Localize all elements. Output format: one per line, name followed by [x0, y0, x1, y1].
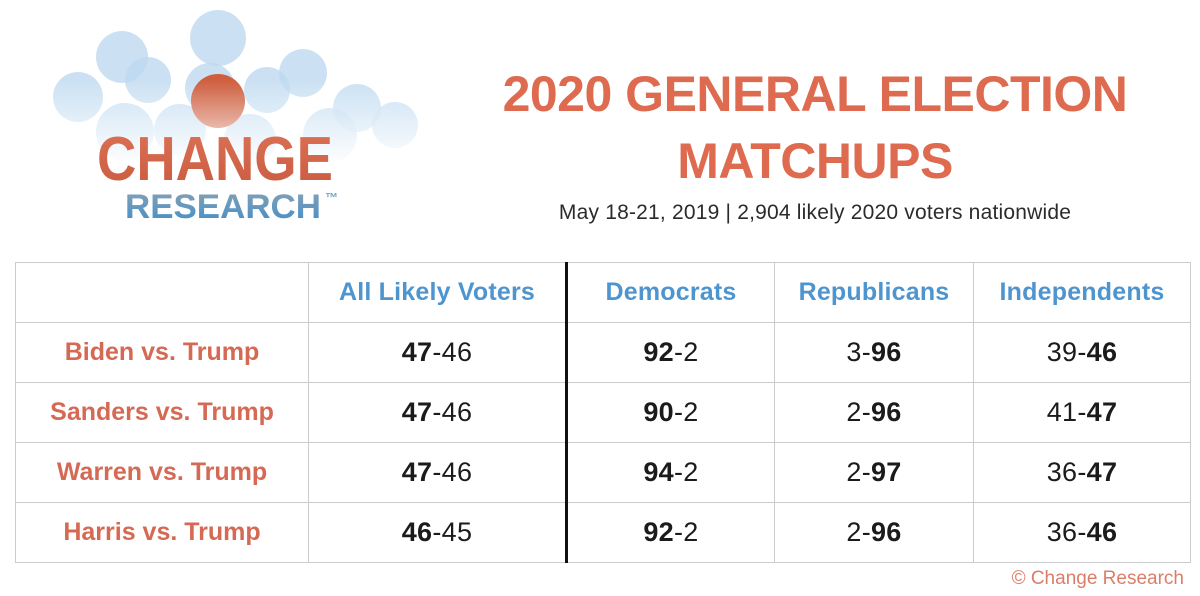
matchup-label: Harris vs. Trump	[15, 502, 309, 563]
candidate-score: 47	[401, 397, 433, 427]
poll-result-cell: 47-46	[308, 322, 567, 383]
trump-score: 46	[441, 457, 473, 487]
trump-score: 2	[683, 397, 699, 427]
candidate-score: 47	[401, 457, 433, 487]
matchup-label: Biden vs. Trump	[15, 322, 309, 383]
candidate-score: 2	[846, 457, 862, 487]
page-title: 2020 GENERAL ELECTION MATCHUPS	[445, 61, 1185, 195]
column-header-all-likely-voters: All Likely Voters	[308, 262, 567, 323]
trump-score: 46	[441, 397, 473, 427]
matchups-table: All Likely Voters Democrats Republicans …	[15, 262, 1191, 563]
logo-wordmark-change: CHANGE	[97, 125, 333, 194]
logo-fade-overlay	[40, 80, 435, 235]
corner-cell	[15, 262, 309, 323]
copyright: © Change Research	[1011, 568, 1184, 589]
poll-result-cell: 2-96	[774, 502, 974, 563]
poll-result-cell: 36-46	[973, 502, 1191, 563]
poll-result-cell: 90-2	[565, 382, 775, 443]
candidate-score: 36	[1046, 457, 1078, 487]
trump-score: 46	[1086, 337, 1118, 367]
trump-score: 2	[683, 337, 699, 367]
column-header-independents: Independents	[973, 262, 1191, 323]
table-row: Warren vs. Trump 47-46 94-2 2-97 36-47	[15, 442, 1191, 503]
candidate-score: 2	[846, 517, 862, 547]
trump-score: 2	[683, 457, 699, 487]
candidate-score: 92	[643, 337, 674, 367]
change-research-logo: CHANGE RESEARCH ™	[40, 0, 435, 235]
poll-result-cell: 2-96	[774, 382, 974, 443]
trademark-symbol: ™	[325, 190, 338, 205]
column-header-republicans: Republicans	[774, 262, 974, 323]
candidate-score: 3	[846, 337, 862, 367]
candidate-score: 47	[401, 337, 433, 367]
trump-score: 46	[441, 337, 473, 367]
candidate-score: 94	[643, 457, 674, 487]
table-row: Harris vs. Trump 46-45 92-2 2-96 36-46	[15, 502, 1191, 563]
candidate-score: 41	[1046, 397, 1078, 427]
header: 2020 GENERAL ELECTION MATCHUPS May 18-21,…	[445, 61, 1185, 226]
logo-wordmark-research: RESEARCH	[125, 188, 321, 226]
trump-score: 47	[1086, 457, 1118, 487]
poll-result-cell: 92-2	[565, 322, 775, 383]
poll-result-cell: 47-46	[308, 442, 567, 503]
matchup-label: Warren vs. Trump	[15, 442, 309, 503]
poll-result-cell: 39-46	[973, 322, 1191, 383]
trump-score: 96	[870, 337, 902, 367]
trump-score: 47	[1086, 397, 1118, 427]
candidate-score: 92	[643, 517, 674, 547]
poll-result-cell: 36-47	[973, 442, 1191, 503]
table-row: Sanders vs. Trump 47-46 90-2 2-96 41-47	[15, 382, 1191, 443]
poll-result-cell: 92-2	[565, 502, 775, 563]
trump-score: 96	[870, 517, 902, 547]
trump-score: 2	[683, 517, 699, 547]
trump-score: 46	[1086, 517, 1118, 547]
candidate-score: 90	[643, 397, 674, 427]
poll-result-cell: 41-47	[973, 382, 1191, 443]
trump-score: 97	[870, 457, 902, 487]
poll-result-cell: 47-46	[308, 382, 567, 443]
candidate-score: 36	[1046, 517, 1078, 547]
title-line-1: 2020 GENERAL ELECTION	[502, 66, 1128, 122]
candidate-score: 46	[401, 517, 433, 547]
candidate-score: 2	[846, 397, 862, 427]
subtitle: May 18-21, 2019 | 2,904 likely 2020 vote…	[558, 201, 1072, 224]
matchup-label: Sanders vs. Trump	[15, 382, 309, 443]
trump-score: 45	[441, 517, 473, 547]
poll-result-cell: 2-97	[774, 442, 974, 503]
title-line-2: MATCHUPS	[677, 133, 953, 189]
logo-graphic: CHANGE RESEARCH ™	[40, 10, 435, 235]
poll-result-cell: 46-45	[308, 502, 567, 563]
table-row: Biden vs. Trump 47-46 92-2 3-96 39-46	[15, 322, 1191, 383]
column-header-democrats: Democrats	[565, 262, 775, 323]
poll-result-cell: 94-2	[565, 442, 775, 503]
candidate-score: 39	[1046, 337, 1078, 367]
table-header-row: All Likely Voters Democrats Republicans …	[15, 262, 1191, 323]
trump-score: 96	[870, 397, 902, 427]
poll-result-cell: 3-96	[774, 322, 974, 383]
